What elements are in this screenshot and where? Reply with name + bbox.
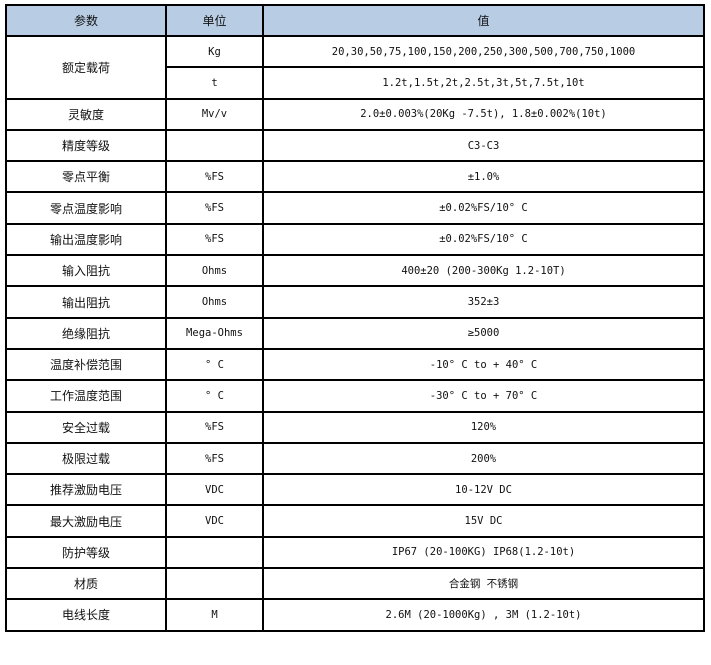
param-cell: 温度补偿范围 (5, 347, 167, 382)
unit-cell: ° C (165, 347, 264, 382)
table-row: 精度等级 C3-C3 (5, 128, 705, 163)
table-row: 零点温度影响 %FS ±0.02%FS/10° C (5, 191, 705, 225)
value-cell: 10-12V DC (262, 473, 705, 507)
param-cell: 额定载荷 (5, 35, 167, 100)
param-cell: 绝缘阻抗 (5, 316, 167, 350)
table-row: 材质 合金钢 不锈钢 (5, 567, 705, 601)
value-cell: ±0.02%FS/10° C (262, 191, 705, 225)
unit-cell: M (165, 598, 264, 632)
table-row: 输出温度影响 %FS ±0.02%FS/10° C (5, 222, 705, 257)
value-cell: ±1.0% (262, 160, 705, 194)
table-row: 温度补偿范围 ° C -10° C to + 40° C (5, 347, 705, 382)
table-row: 灵敏度 Mv/v 2.0±0.003%(20Kg -7.5t), 1.8±0.002… (5, 97, 705, 131)
value-cell: C3-C3 (262, 128, 705, 163)
unit-cell: Mega-Ohms (165, 316, 264, 350)
table-row: 电线长度 M 2.6M (20-1000Kg) , 3M (1.2-10t) (5, 598, 705, 632)
param-cell: 最大激励电压 (5, 504, 167, 538)
value-cell: -30° C to + 70° C (262, 379, 705, 413)
table-row: 零点平衡 %FS ±1.0% (5, 160, 705, 194)
table-row: 工作温度范围 ° C -30° C to + 70° C (5, 379, 705, 413)
value-cell: 2.6M (20-1000Kg) , 3M (1.2-10t) (262, 598, 705, 632)
unit-cell: VDC (165, 504, 264, 538)
unit-cell: %FS (165, 191, 264, 225)
value-cell: 120% (262, 410, 705, 444)
header-row: 参数 单位 值 (5, 4, 705, 37)
value-cell: -10° C to + 40° C (262, 347, 705, 382)
table-row: 输入阻抗 Ohms 400±20 (200-300Kg 1.2-10T) (5, 254, 705, 288)
unit-cell (165, 567, 264, 601)
value-cell: IP67 (20-100KG) IP68(1.2-10t) (262, 535, 705, 570)
table-row: 绝缘阻抗 Mega-Ohms ≥5000 (5, 316, 705, 350)
unit-cell: VDC (165, 473, 264, 507)
unit-cell: %FS (165, 410, 264, 444)
param-cell: 输出温度影响 (5, 222, 167, 257)
unit-cell: Kg (165, 34, 264, 69)
unit-cell: ° C (165, 379, 264, 413)
value-cell: 200% (262, 441, 705, 476)
unit-cell: %FS (165, 222, 264, 257)
param-cell: 精度等级 (5, 128, 167, 163)
unit-cell (165, 128, 264, 163)
value-cell: 20,30,50,75,100,150,200,250,300,500,700,… (262, 34, 705, 69)
param-cell: 工作温度范围 (5, 379, 167, 413)
unit-cell: Mv/v (165, 97, 264, 131)
value-cell: ≥5000 (262, 316, 705, 350)
table-row: 额定载荷 Kg 20,30,50,75,100,150,200,250,300,… (5, 34, 705, 100)
param-cell: 零点温度影响 (5, 191, 167, 225)
spec-table: 参数 单位 值 额定载荷 Kg 20,30,50,75,100,150,200,… (5, 4, 705, 632)
param-cell: 电线长度 (5, 598, 167, 632)
value-cell: 352±3 (262, 285, 705, 319)
param-cell: 极限过载 (5, 441, 167, 476)
header-value: 值 (262, 4, 705, 37)
unit-cell: Ohms (165, 285, 264, 319)
value-cell: 2.0±0.003%(20Kg -7.5t), 1.8±0.002%(10t) (262, 97, 705, 131)
param-cell: 零点平衡 (5, 160, 167, 194)
unit-cell (165, 535, 264, 570)
value-cell: 15V DC (262, 504, 705, 538)
unit-cell: t (165, 66, 264, 100)
param-cell: 灵敏度 (5, 97, 167, 131)
table-row: 最大激励电压 VDC 15V DC (5, 504, 705, 538)
param-cell: 材质 (5, 567, 167, 601)
table-row: 安全过载 %FS 120% (5, 410, 705, 444)
param-cell: 防护等级 (5, 535, 167, 570)
unit-cell: %FS (165, 160, 264, 194)
table-row: t 1.2t,1.5t,2t,2.5t,3t,5t,7.5t,10t (6, 66, 705, 100)
header-param: 参数 (5, 4, 167, 37)
value-cell: ±0.02%FS/10° C (262, 222, 705, 257)
table-row: 输出阻抗 Ohms 352±3 (5, 285, 705, 319)
value-cell: 400±20 (200-300Kg 1.2-10T) (262, 254, 705, 288)
table-row: 防护等级 IP67 (20-100KG) IP68(1.2-10t) (5, 535, 705, 570)
unit-cell: Ohms (165, 254, 264, 288)
table-row: 极限过载 %FS 200% (5, 441, 705, 476)
value-cell: 合金钢 不锈钢 (262, 567, 705, 601)
header-unit: 单位 (165, 4, 264, 37)
param-cell: 输入阻抗 (5, 254, 167, 288)
table-row: 推荐激励电压 VDC 10-12V DC (5, 473, 705, 507)
value-cell: 1.2t,1.5t,2t,2.5t,3t,5t,7.5t,10t (262, 66, 705, 100)
param-cell: 输出阻抗 (5, 285, 167, 319)
param-cell: 推荐激励电压 (5, 473, 167, 507)
unit-cell: %FS (165, 441, 264, 476)
param-cell: 安全过载 (5, 410, 167, 444)
